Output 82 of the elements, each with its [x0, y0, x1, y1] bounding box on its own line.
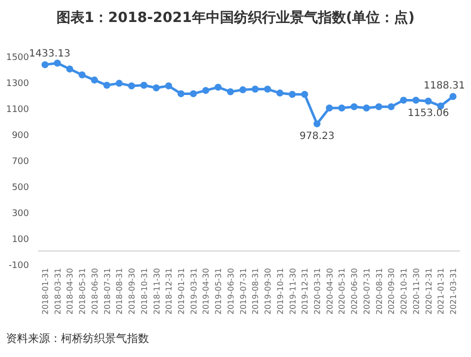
point [424, 98, 432, 105]
data-label: 1153.06 [408, 108, 449, 120]
point [338, 104, 346, 112]
point [165, 82, 172, 90]
point [202, 86, 210, 94]
point [412, 96, 420, 104]
x-tick-label: 2021-01-31 [436, 268, 446, 314]
x-tick-label: 2020-05-31 [338, 268, 347, 314]
x-tick-label: 2018-06-30 [90, 268, 100, 314]
x-tick-label: 2018-07-31 [102, 268, 112, 314]
data-label: 978.23 [300, 130, 334, 142]
point [362, 104, 370, 112]
point [214, 84, 222, 91]
point [276, 90, 284, 97]
y-tick-label: 100 [12, 235, 30, 245]
x-tick-label: 2019-08-31 [251, 268, 260, 314]
x-tick-label: 2018-08-31 [115, 268, 124, 314]
x-tick-label: 2019-09-30 [264, 268, 273, 314]
point [314, 120, 320, 128]
point [388, 103, 395, 110]
text: 资料来源：柯桥纺织景气指数 [6, 332, 149, 345]
x-tick-label: 2018-10-31 [140, 268, 149, 314]
x-tick-label: 2019-07-31 [238, 268, 248, 314]
point [66, 66, 74, 72]
data-label: 1188.31 [424, 80, 465, 92]
y-tick-label: 300 [12, 209, 30, 219]
x-tick-label: 2019-11-30 [288, 268, 298, 314]
x-tick-label: 2021-03-31 [449, 268, 458, 314]
point [190, 90, 197, 98]
x-tick-label: 2020-09-30 [387, 268, 396, 314]
x-tick-label: 2018-03-31 [53, 268, 62, 314]
y-tick-label: 1300 [6, 79, 30, 89]
x-tick-label: 2019-10-31 [276, 268, 285, 314]
x-tick-label: 2020-10-31 [400, 268, 409, 314]
point [239, 86, 246, 94]
point [54, 60, 61, 67]
x-tick-label: 2018-04-30 [66, 268, 75, 314]
point [450, 93, 456, 100]
x-tick-label: 2020-07-31 [362, 268, 372, 314]
y-tick-label: 1100 [6, 105, 30, 115]
chart-title: 图表1：2018-2021年中国纺织行业景气指数(单位：点) [56, 9, 415, 26]
data-label: 1433.13 [29, 48, 70, 60]
x-tick-label: 2019-04-30 [202, 268, 211, 314]
point [90, 76, 98, 84]
x-tick-label: 2019-12-31 [300, 268, 310, 314]
y-tick-label: -100 [8, 261, 30, 271]
y-tick-label: 500 [12, 183, 30, 193]
x-tick-label: 2019-01-31 [177, 268, 186, 314]
x-tick-label: 2020-03-31 [313, 268, 322, 314]
x-tick-label: 2019-05-31 [214, 268, 224, 314]
x-tick-label: 2018-12-31 [164, 268, 174, 314]
point [128, 82, 136, 90]
point [152, 84, 160, 92]
point [103, 82, 110, 89]
x-tick-label: 2018-11-30 [152, 268, 162, 314]
point [375, 103, 382, 110]
point [226, 88, 234, 96]
point [252, 86, 259, 93]
point [42, 61, 48, 68]
x-tick-label: 2019-06-30 [226, 268, 236, 314]
point [264, 86, 272, 93]
x-tick-label: 2020-11-30 [412, 268, 421, 314]
point [116, 80, 123, 87]
point [400, 96, 408, 104]
point [78, 71, 86, 78]
point [288, 90, 296, 98]
x-tick-label: 2019-03-31 [189, 268, 198, 314]
x-tick-label: 2020-08-31 [374, 268, 384, 314]
y-tick-label: 700 [12, 157, 30, 167]
point [326, 104, 333, 112]
point [350, 103, 358, 110]
x-tick-label: 2018-01-31 [41, 268, 50, 314]
point [140, 82, 148, 89]
x-tick-label: 2018-05-31 [78, 268, 88, 314]
point [301, 90, 308, 98]
point [178, 90, 184, 98]
x-tick-label: 2020-04-30 [325, 268, 334, 314]
y-tick-label: 1500 [6, 53, 30, 63]
y-tick-label: 900 [12, 131, 30, 141]
x-tick-label: 2020-06-30 [350, 268, 360, 314]
x-tick-label: 2020-12-31 [424, 268, 434, 314]
x-tick-label: 2018-09-30 [128, 268, 137, 314]
